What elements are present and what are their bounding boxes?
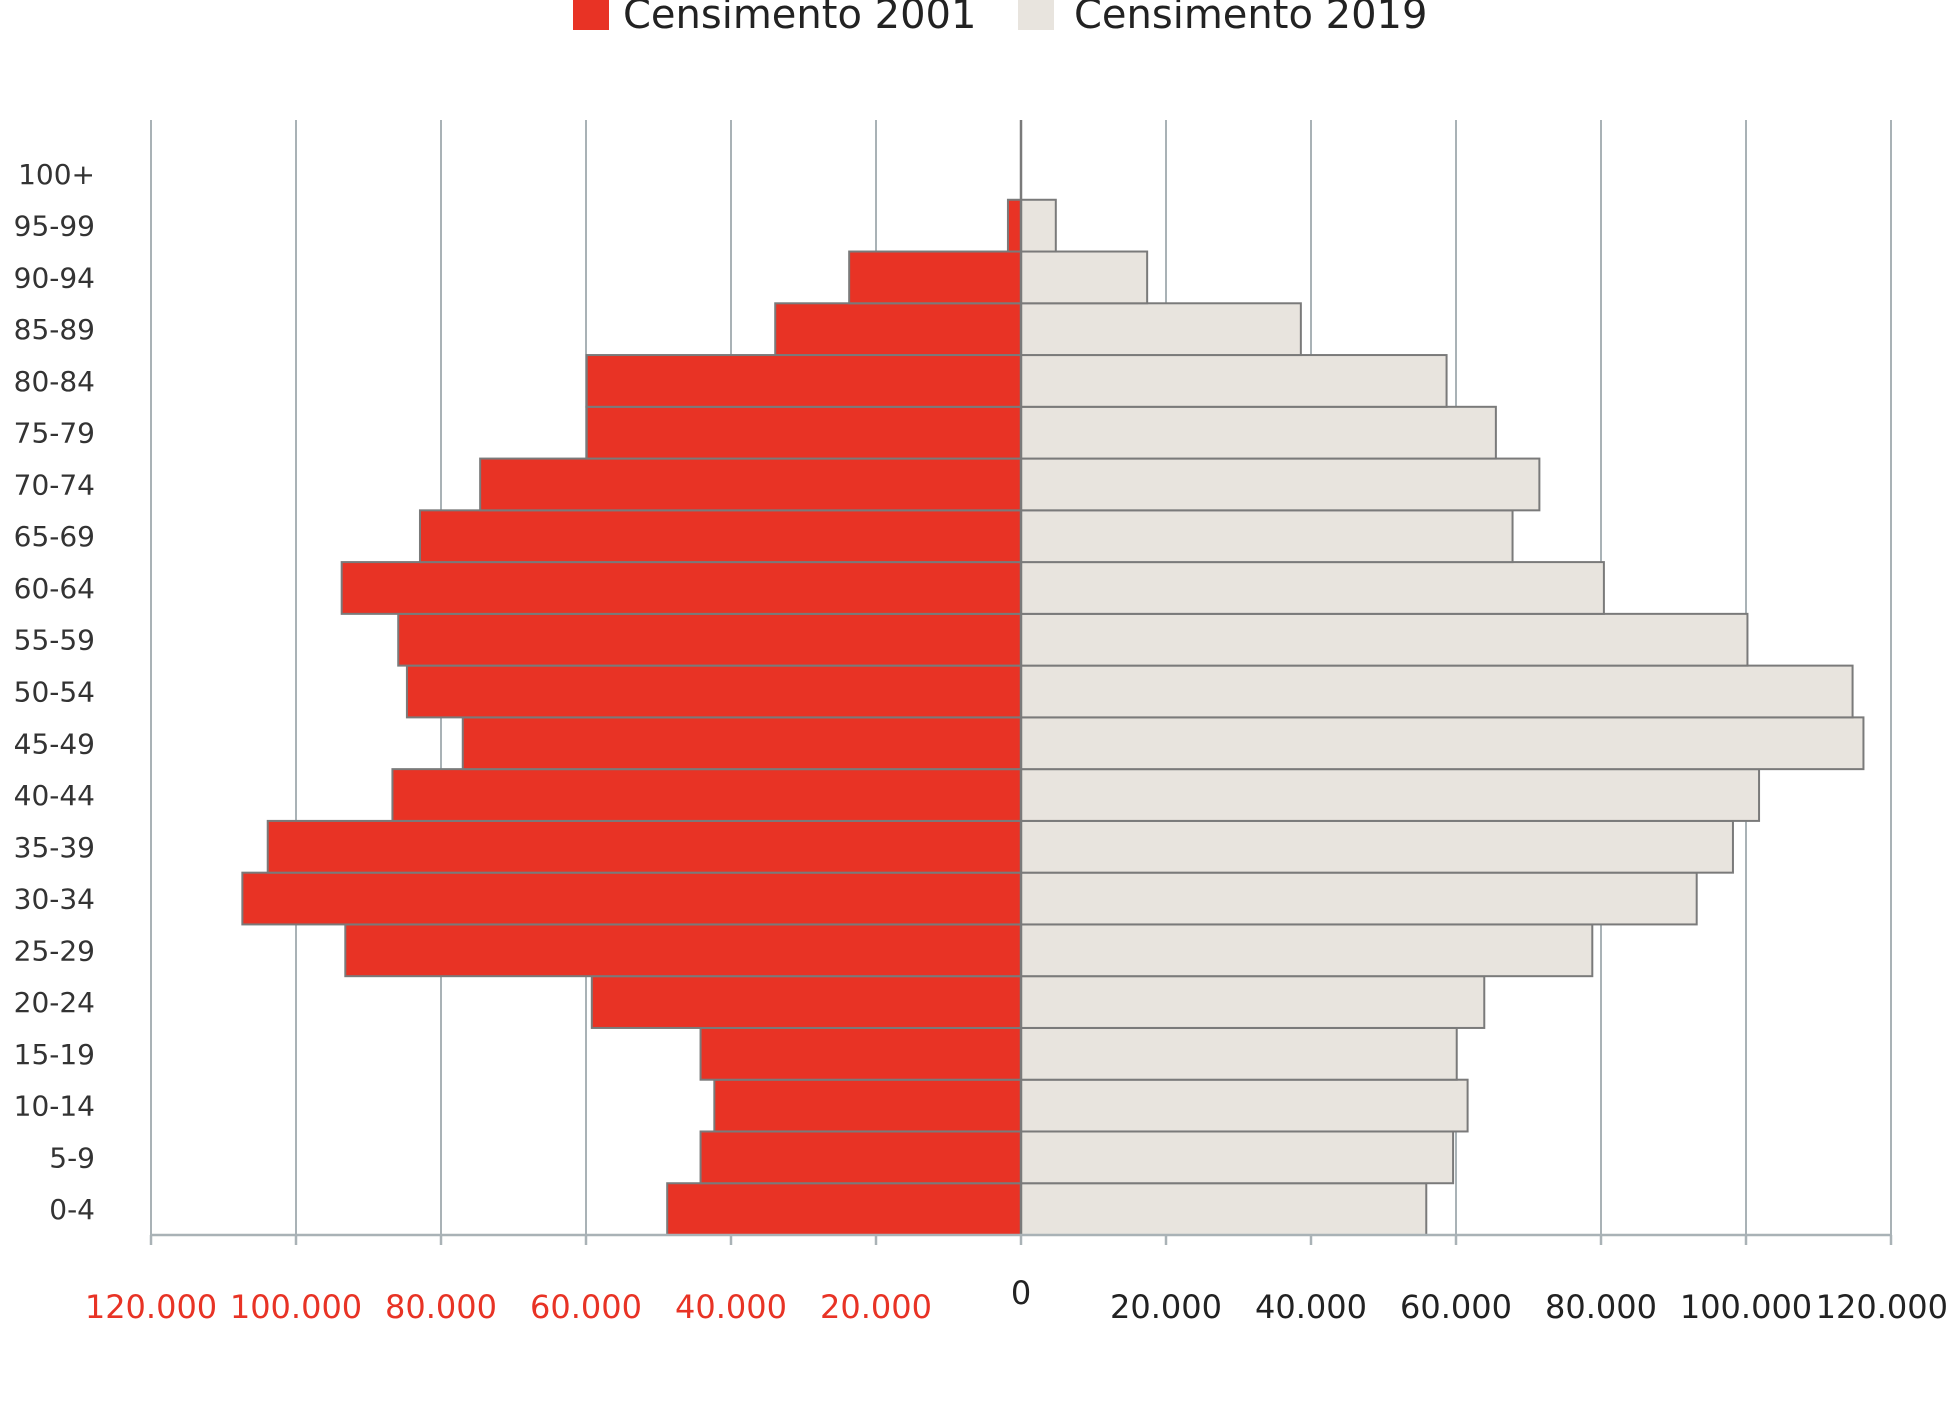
bar-2019-0-4	[1020, 1182, 1428, 1236]
bar-2001-85-89	[774, 302, 1022, 357]
x-tick-label-right: 100.000	[1680, 1288, 1812, 1326]
bar-2019-75-79	[1020, 405, 1497, 460]
age-label: 90-94	[14, 261, 95, 294]
x-tick-label-zero: 0	[1011, 1274, 1031, 1312]
x-tick-label-left: 100.000	[230, 1288, 362, 1326]
age-label: 40-44	[14, 779, 95, 812]
x-tick-label-left: 40.000	[675, 1288, 787, 1326]
age-label: 15-19	[14, 1038, 95, 1071]
tick-labels: 120.000 100.000 80.000 60.000 40.000 20.000 0 2…	[85, 1274, 1948, 1326]
bar-2019-30-34	[1020, 871, 1698, 926]
age-label: 45-49	[14, 727, 95, 760]
age-label: 70-74	[14, 468, 95, 501]
bar-2019-55-59	[1020, 612, 1749, 667]
age-label: 50-54	[14, 676, 95, 709]
bar-2001-95-99	[1006, 198, 1023, 253]
bar-2001-30-34	[241, 871, 1023, 926]
x-tick-label-right: 20.000	[1110, 1288, 1222, 1326]
bar-2019-45-49	[1020, 716, 1865, 771]
x-tick-label-left: 120.000	[85, 1288, 217, 1326]
bar-2001-80-84	[585, 354, 1022, 408]
bar-2001-45-49	[461, 716, 1022, 771]
bar-2001-15-19	[699, 1026, 1022, 1081]
legend-label-2001: Censimento 2001	[623, 0, 976, 38]
bar-2019-65-69	[1020, 509, 1514, 564]
bar-2001-0-4	[666, 1182, 1022, 1236]
bars	[241, 198, 1865, 1236]
bar-2001-90-94	[848, 250, 1022, 305]
age-label: 5-9	[49, 1141, 95, 1174]
legend-swatch-2001	[573, 0, 609, 30]
x-tick-label-right: 60.000	[1400, 1288, 1512, 1326]
age-label: 20-24	[14, 986, 95, 1019]
bar-2019-50-54	[1020, 664, 1854, 719]
age-label: 10-14	[14, 1090, 95, 1123]
bar-2001-40-44	[391, 768, 1022, 822]
bar-2019-40-44	[1020, 768, 1761, 822]
bar-2001-70-74	[479, 457, 1022, 512]
age-label: 60-64	[14, 572, 95, 605]
age-label: 55-59	[14, 624, 95, 657]
age-label: 85-89	[14, 313, 95, 346]
age-label: 30-34	[14, 883, 95, 916]
bar-2001-5-9	[699, 1130, 1022, 1185]
age-label: 100+	[18, 158, 95, 191]
x-tick-label-right: 80.000	[1545, 1288, 1657, 1326]
bar-2001-10-14	[713, 1078, 1022, 1133]
bar-2019-95-99	[1020, 198, 1057, 253]
bar-2019-10-14	[1020, 1078, 1469, 1133]
bar-2001-75-79	[585, 405, 1022, 460]
age-label: 75-79	[14, 417, 95, 450]
bar-2001-65-69	[418, 509, 1023, 564]
age-label: 0-4	[49, 1193, 95, 1226]
bar-2001-50-54	[405, 664, 1022, 719]
x-tick-label-right: 120.000	[1816, 1288, 1948, 1326]
age-label: 95-99	[14, 210, 95, 243]
bar-2019-25-29	[1020, 923, 1594, 978]
age-label: 80-84	[14, 365, 95, 398]
bar-2001-35-39	[266, 819, 1023, 874]
bar-2019-90-94	[1020, 250, 1149, 305]
bar-2019-60-64	[1020, 561, 1605, 615]
x-tick-label-left: 60.000	[530, 1288, 642, 1326]
bar-2019-70-74	[1020, 457, 1541, 512]
legend: Censimento 2001 Censimento 2019	[573, 0, 1427, 38]
bar-2001-25-29	[344, 923, 1022, 978]
age-label: 65-69	[14, 520, 95, 553]
bar-2001-60-64	[340, 561, 1022, 615]
bar-2019-35-39	[1020, 819, 1734, 874]
bar-2019-15-19	[1020, 1026, 1458, 1081]
bar-2001-20-24	[590, 975, 1022, 1029]
bar-2019-80-84	[1020, 354, 1448, 408]
x-tick-label-left: 80.000	[385, 1288, 497, 1326]
bar-2019-85-89	[1020, 302, 1302, 357]
x-tick-label-left: 20.000	[820, 1288, 932, 1326]
legend-swatch-2019	[1018, 0, 1054, 30]
age-label: 35-39	[14, 831, 95, 864]
age-labels: 0-4 5-9 10-14 15-19 20-24 25-29 30-34 35-39 40-4…	[14, 158, 95, 1226]
legend-label-2019: Censimento 2019	[1074, 0, 1427, 38]
bar-2001-55-59	[397, 612, 1023, 667]
bar-2019-20-24	[1020, 975, 1486, 1029]
x-tick-label-right: 40.000	[1255, 1288, 1367, 1326]
x-axis	[149, 120, 1893, 1245]
age-label: 25-29	[14, 934, 95, 967]
bar-2019-5-9	[1020, 1130, 1455, 1185]
